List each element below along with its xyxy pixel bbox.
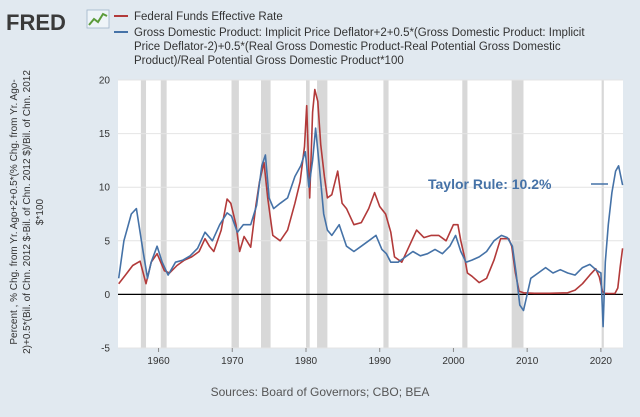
x-tick-2000: 2000 (442, 356, 465, 367)
y-axis-label-line-2: 2)+0.5*(Bil. of Chn. 2012 $-Bil. of Chn.… (22, 70, 33, 354)
x-tick-1960: 1960 (147, 356, 170, 367)
recession-band-2 (231, 80, 239, 348)
gridlines (118, 79, 623, 349)
series-line-taylor-rule (117, 127, 624, 328)
recession-band-4 (305, 80, 310, 348)
recession-band-3 (261, 80, 271, 348)
y-tick-10: 10 (99, 183, 111, 194)
y-axis-label: Percent , % Chg. from Yr. Ago+2+0.5*(% C… (9, 70, 46, 354)
taylor-rule-annotation-text: Taylor Rule: 10.2% (428, 176, 552, 192)
y-tick-5: 5 (104, 236, 110, 247)
fred-logo-text: FRED (6, 10, 66, 35)
y-tick-15: 15 (99, 129, 111, 140)
recession-band-5 (317, 80, 328, 348)
recession-band-9 (601, 80, 604, 348)
plot-area (118, 80, 623, 348)
legend-label-taylor-line-2: Price Deflator-2)+0.5*(Real Gross Domest… (134, 41, 561, 53)
series-layer (117, 88, 624, 328)
y-axis-label-line-3: $*100 (35, 198, 46, 225)
recession-band-1 (160, 80, 167, 348)
y-tick-20: 20 (99, 76, 111, 87)
x-tick-1980: 1980 (295, 356, 318, 367)
source-note: Sources: Board of Governors; CBO; BEA (211, 385, 430, 399)
legend-label-taylor-line-3: Product)/Real Potential Gross Domestic P… (134, 55, 404, 67)
fred-logo[interactable]: FRED (6, 9, 110, 35)
y-tick--5: -5 (101, 344, 110, 355)
taylor-rule-annotation: Taylor Rule: 10.2% (428, 176, 608, 192)
legend-label-taylor-line-1: Gross Domestic Product: Implicit Price D… (134, 27, 585, 39)
y-tick-0: 0 (104, 290, 110, 301)
recession-band-8 (511, 80, 524, 348)
x-tick-2020: 2020 (590, 356, 613, 367)
y-tick-labels: -5 0 5 10 15 20 (99, 76, 111, 355)
x-tick-1990: 1990 (369, 356, 392, 367)
legend-label-fed-funds: Federal Funds Effective Rate (134, 11, 283, 23)
x-tick-2010: 2010 (516, 356, 539, 367)
x-tick-labels: 1960 1970 1980 1990 2000 2010 2020 (147, 348, 612, 367)
y-axis-label-line-1: Percent , % Chg. from Yr. Ago+2+0.5*(% C… (9, 79, 20, 344)
series-line-fed-funds (118, 88, 624, 295)
recession-band-7 (462, 80, 468, 348)
fred-logo-graph-icon (86, 9, 110, 29)
x-tick-1970: 1970 (221, 356, 244, 367)
chart-legend: Federal Funds Effective Rate Gross Domes… (114, 11, 585, 67)
recession-band-0 (140, 80, 147, 348)
